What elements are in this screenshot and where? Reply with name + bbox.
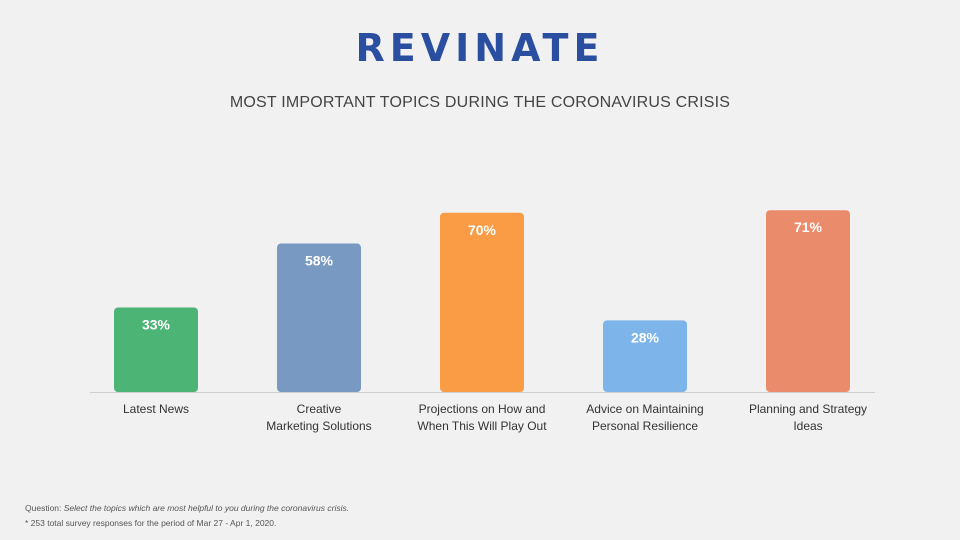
bar-value-label: 33% <box>142 317 171 333</box>
category-label-line: Marketing Solutions <box>266 419 372 433</box>
category-label: Latest News <box>61 401 251 418</box>
bar <box>440 212 524 392</box>
bar <box>603 320 687 392</box>
bar-value-label: 58% <box>305 253 334 269</box>
bar <box>277 243 361 392</box>
category-label-line: When This Will Play Out <box>417 419 547 433</box>
category-label-line: Ideas <box>793 419 823 433</box>
responses-footnote: * 253 total survey responses for the per… <box>25 518 277 528</box>
category-label-line: Planning and Strategy <box>748 402 868 416</box>
category-label: Projections on How and When This Will Pla… <box>387 401 577 435</box>
bar <box>766 210 850 392</box>
category-label-line: Projections on How and <box>418 402 546 416</box>
category-label-line: Personal Resilience <box>591 419 699 433</box>
bar-value-label: 28% <box>631 329 660 345</box>
category-label-line: Latest News <box>122 402 190 416</box>
category-label-line: Creative <box>296 402 342 416</box>
category-label: Creative Marketing Solutions <box>224 401 414 435</box>
revinate-logo: REVINATE <box>355 26 605 70</box>
question-footnote: Question: Select the topics which are mo… <box>25 503 349 513</box>
category-label: Planning and Strategy Ideas <box>713 401 903 435</box>
bar-value-label: 71% <box>794 219 823 235</box>
bar-value-label: 70% <box>468 222 497 238</box>
chart-title: MOST IMPORTANT TOPICS DURING THE CORONAV… <box>229 94 731 111</box>
category-label-line: Advice on Maintaining <box>586 402 704 416</box>
question-prefix: Question: <box>25 503 64 513</box>
bar <box>114 307 198 392</box>
category-label: Advice on Maintaining Personal Resilience <box>550 401 740 435</box>
question-text: Select the topics which are most helpful… <box>63 503 350 513</box>
